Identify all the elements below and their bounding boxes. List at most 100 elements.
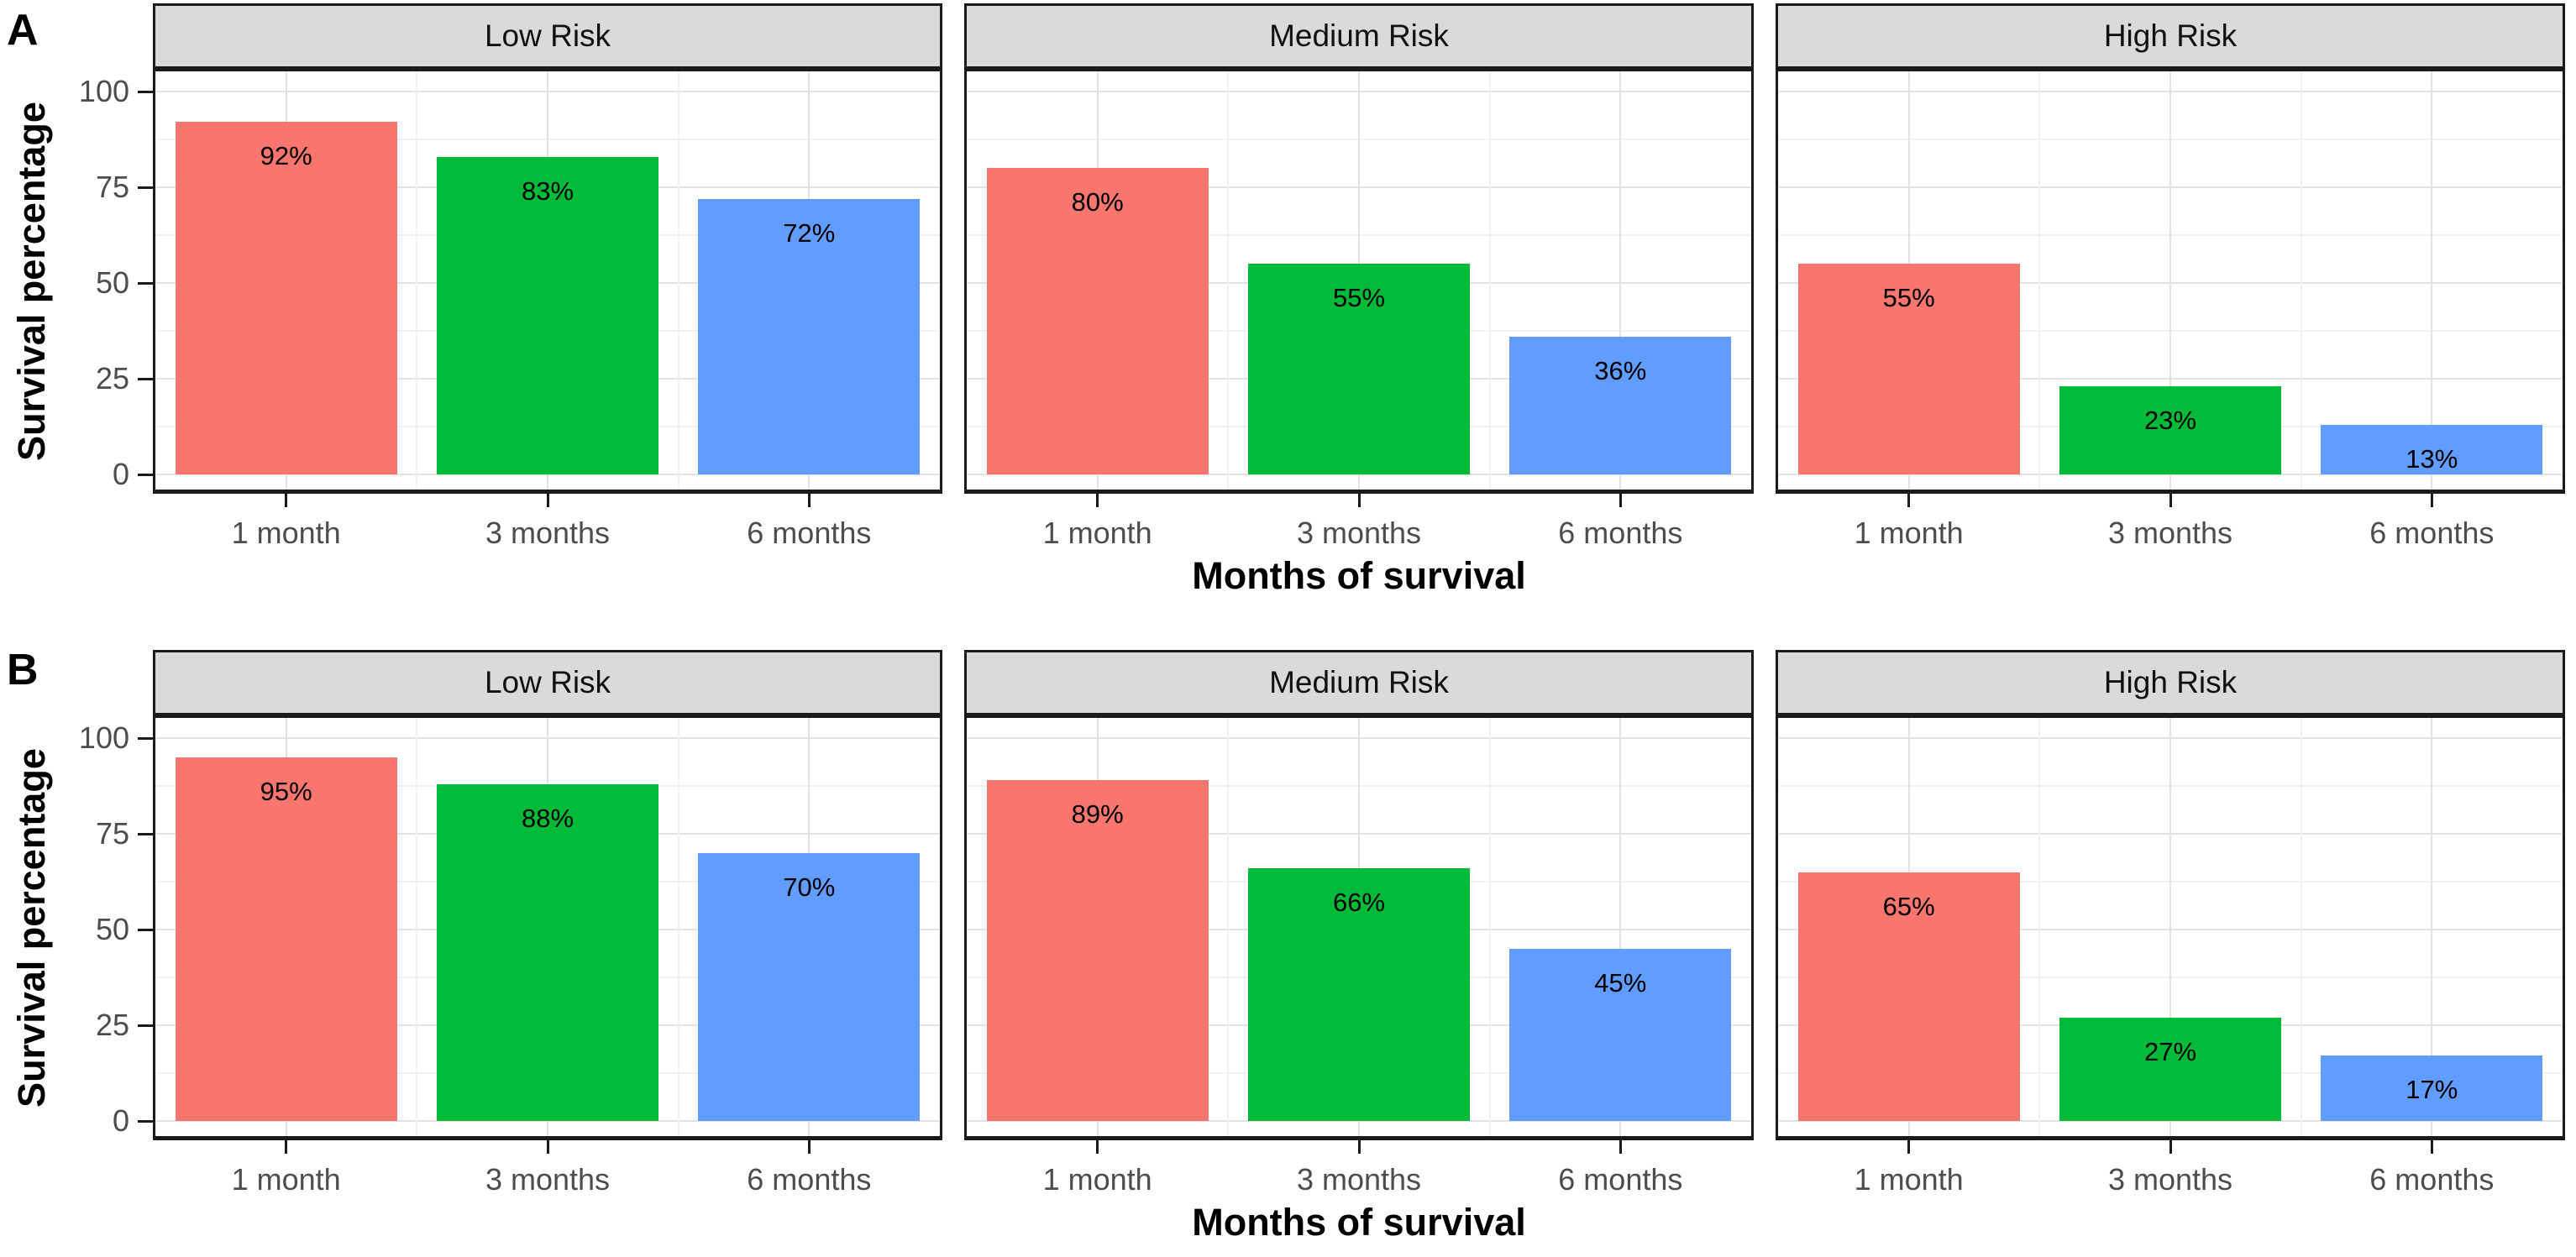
y-tick-label: 25 [95, 361, 129, 395]
gridline-minor-v [2300, 71, 2302, 490]
bar-value-label: 17% [2405, 1075, 2458, 1105]
gridline-minor-v [939, 71, 940, 490]
panel-letter: B [7, 646, 39, 694]
facet-strip: Low Risk [153, 3, 942, 69]
bar: 27% [2059, 1017, 2281, 1121]
x-tick-label: 6 months [747, 516, 872, 550]
y-tick-label: 0 [112, 1103, 129, 1138]
bar-value-label: 65% [1882, 891, 1935, 921]
y-tick [138, 1024, 153, 1027]
y-tick [138, 90, 153, 93]
y-tick-label: 75 [95, 816, 129, 851]
gridline-minor-v [2038, 718, 2041, 1136]
gridline-major-v [1619, 71, 1622, 490]
gridline-minor-v [1488, 718, 1491, 1136]
x-tick-label: 6 months [2369, 516, 2495, 550]
x-axis-title: Months of survival [1192, 554, 1526, 597]
x-tick-label: 3 months [485, 516, 611, 550]
x-tick-label: 1 month [1854, 516, 1964, 550]
plot-panel: 65% 27% 17% [1776, 715, 2565, 1140]
bar: 55% [1248, 264, 1470, 474]
y-tick [138, 377, 153, 380]
x-tick [807, 1140, 811, 1154]
facet-strip: Medium Risk [964, 3, 1754, 69]
facet-strip: High Risk [1776, 650, 2565, 715]
facet-strip: Low Risk [153, 650, 942, 715]
bar: 17% [2321, 1055, 2543, 1121]
bar-value-label: 36% [1594, 355, 1647, 385]
facet-strip: High Risk [1776, 3, 2565, 69]
x-tick [2430, 494, 2433, 507]
gridline-minor-v [939, 718, 940, 1136]
gridline-major-v [2431, 718, 2433, 1136]
x-tick-label: 1 month [1042, 516, 1152, 550]
x-tick [1907, 1140, 1911, 1154]
x-tick [2430, 1140, 2433, 1154]
x-tick [1619, 494, 1622, 507]
gridline-minor-v [2038, 71, 2041, 490]
x-tick-label: 6 months [747, 1162, 872, 1197]
x-tick [1096, 1140, 1099, 1154]
x-tick-label: 6 months [2369, 1162, 2495, 1197]
gridline-major-v [2169, 71, 2171, 490]
gridline-minor-v [1750, 718, 1751, 1136]
y-tick [138, 473, 153, 476]
gridline-minor-v [967, 718, 968, 1136]
x-tick-label: 3 months [1296, 516, 1422, 550]
plot-panel: 80% 55% 36% [964, 69, 1754, 494]
gridline-major-v [1619, 718, 1622, 1136]
bar-value-label: 95% [260, 776, 312, 806]
gridline-major-v [2169, 718, 2171, 1136]
x-tick [1619, 1140, 1622, 1154]
gridline-minor-v [1778, 718, 1779, 1136]
x-tick [546, 494, 549, 507]
gridline-minor-v [1227, 71, 1230, 490]
bar-value-label: 88% [521, 803, 574, 833]
bar-value-label: 72% [783, 217, 836, 248]
bar: 70% [698, 852, 921, 1121]
bar-value-label: 66% [1332, 888, 1386, 918]
gridline-minor-v [1750, 71, 1751, 490]
bar: 72% [698, 198, 921, 474]
x-tick [1096, 494, 1099, 507]
gridline-minor-v [1778, 71, 1779, 490]
y-tick-label: 50 [95, 265, 129, 300]
bar: 95% [175, 757, 397, 1121]
bar: 66% [1248, 868, 1470, 1121]
bar-value-label: 45% [1594, 967, 1647, 998]
bar: 92% [175, 122, 397, 474]
bar: 88% [437, 783, 658, 1121]
y-tick-label: 50 [95, 912, 129, 946]
x-tick [546, 1140, 549, 1154]
x-tick-label: 1 month [1854, 1162, 1964, 1197]
y-tick [138, 281, 153, 285]
x-tick-label: 6 months [1558, 1162, 1683, 1197]
x-tick [285, 494, 288, 507]
bar-value-label: 92% [260, 141, 312, 171]
x-tick-label: 3 months [2107, 516, 2233, 550]
bar: 13% [2321, 424, 2543, 474]
facet-strip-label: Low Risk [484, 665, 611, 699]
bar: 83% [437, 156, 658, 474]
y-tick [138, 736, 153, 740]
x-axis-title: Months of survival [1192, 1201, 1526, 1244]
y-tick [138, 1119, 153, 1123]
x-tick [1907, 494, 1911, 507]
facet-strip: Medium Risk [964, 650, 1754, 715]
y-tick [138, 832, 153, 835]
bar-value-label: 80% [1071, 187, 1124, 217]
facet-strip-label: High Risk [2103, 18, 2238, 53]
x-tick [1357, 494, 1361, 507]
gridline-minor-v [155, 718, 156, 1136]
x-tick-label: 6 months [1558, 516, 1683, 550]
bar-value-label: 23% [2143, 406, 2197, 436]
x-tick [1357, 1140, 1361, 1154]
bar: 80% [986, 168, 1209, 474]
x-tick-label: 1 month [1042, 1162, 1152, 1197]
gridline-minor-v [155, 71, 156, 490]
x-tick [2169, 1140, 2172, 1154]
bar-value-label: 27% [2143, 1036, 2197, 1066]
bar: 45% [1509, 948, 1732, 1121]
facet-strip-label: Low Risk [484, 18, 611, 53]
